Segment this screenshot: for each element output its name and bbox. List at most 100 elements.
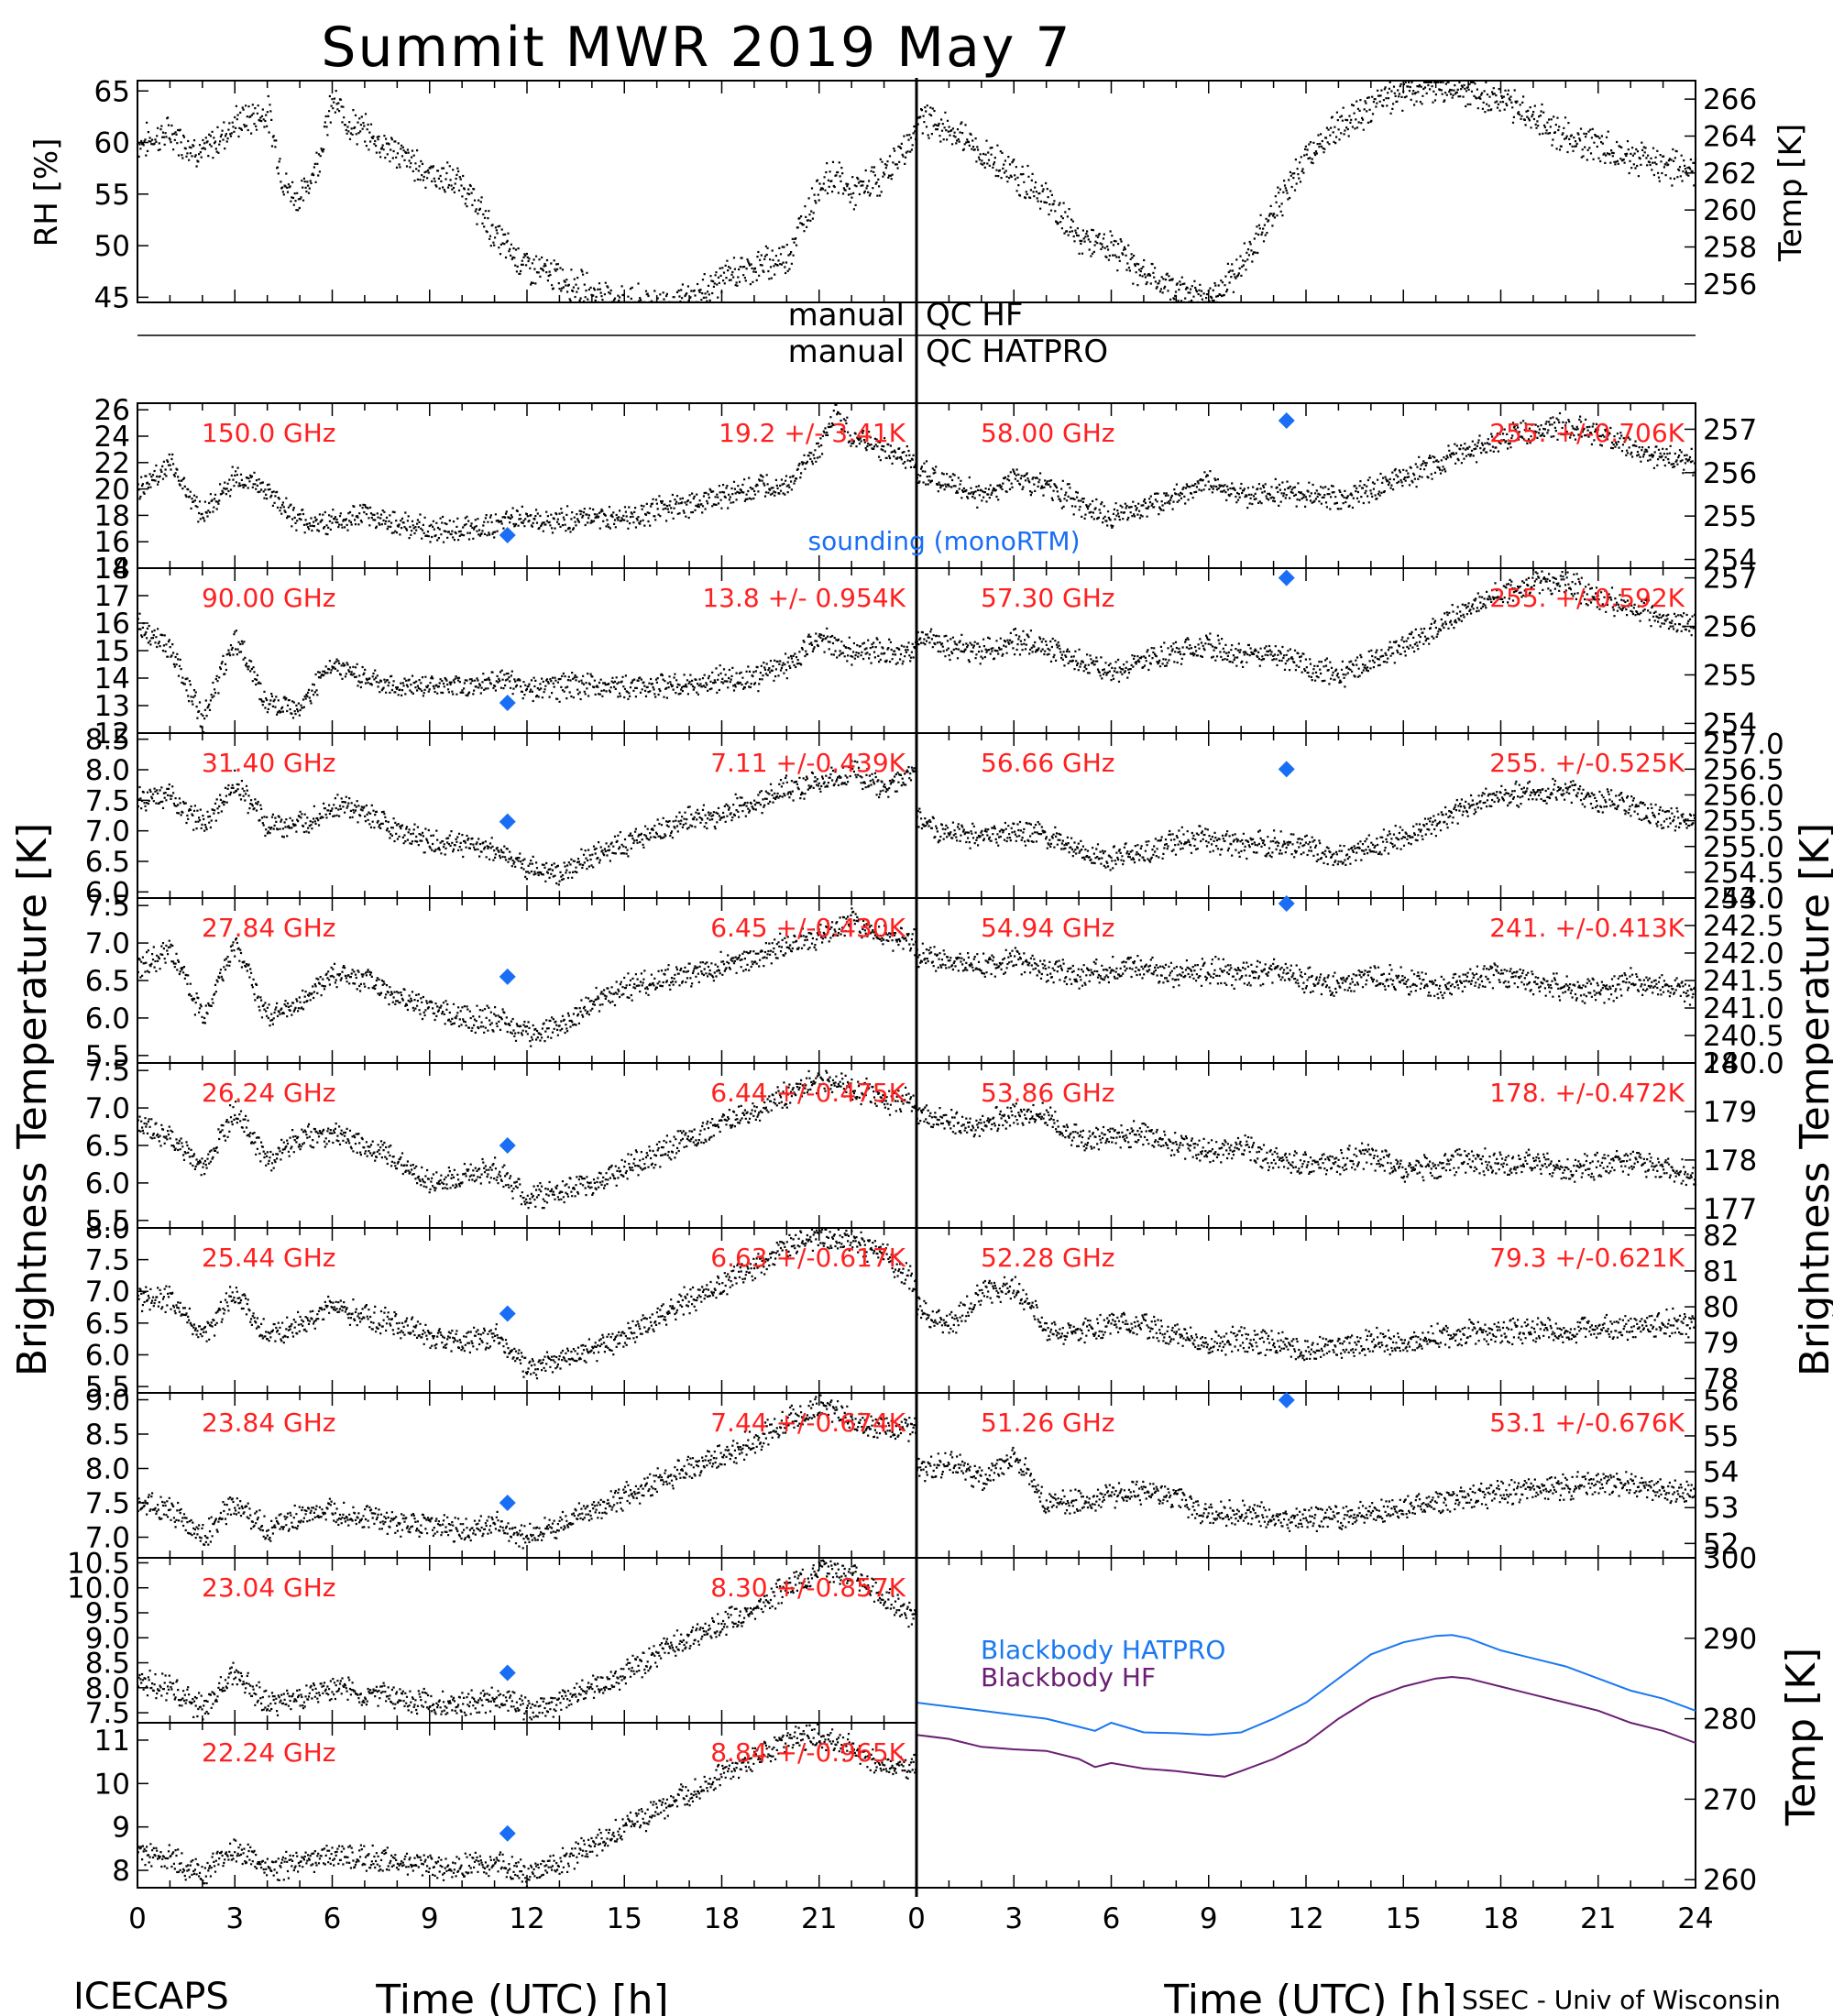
sounding-marker: [1278, 569, 1295, 586]
x-axis-label-right: Time (UTC) [h]: [1163, 1977, 1456, 2016]
y-tick-label: 81: [1703, 1255, 1739, 1288]
series-line-hatpro: [916, 1634, 1696, 1737]
y-tick-label: 16: [94, 526, 130, 559]
x-tick-label-left: 6: [324, 1902, 342, 1935]
y-tick-label: 10.0: [67, 1572, 130, 1605]
frequency-label: 150.0 GHz: [202, 418, 336, 448]
x-tick-label-right: 12: [1288, 1902, 1323, 1935]
y-tick-label: 7.5: [85, 1697, 130, 1730]
frequency-label: 56.66 GHz: [981, 748, 1115, 778]
measured-points: [916, 1446, 1697, 1532]
sounding-marker: [499, 1495, 516, 1511]
y-tick-label: 55: [1703, 1420, 1739, 1453]
x-tick-label-right: 9: [1200, 1902, 1218, 1935]
y-tick-label: 13: [94, 690, 130, 723]
y-tick-label: 10: [94, 1768, 130, 1801]
y-tick-label: 7.0: [85, 927, 130, 960]
stat-label: 255. +/-0.525K: [1489, 748, 1685, 778]
y-tick-label: 258: [1703, 232, 1757, 265]
panel-34: 177 178 179 180 53.86 GHz 178. +/-0.472K: [916, 1047, 1757, 1229]
x-tick-label-right: 15: [1386, 1902, 1421, 1935]
x-axis-label-left: Time (UTC) [h]: [375, 1977, 668, 2016]
y-tick-label: 256: [1703, 268, 1757, 301]
y-tick-label: 50: [94, 230, 130, 263]
panel-0: 45 50 55 60 65: [94, 75, 918, 314]
y-tick-label: 256: [1703, 457, 1757, 490]
x-tick-label-left: 15: [607, 1902, 642, 1935]
x-tick-label-right: 6: [1103, 1902, 1121, 1935]
frequency-label: 26.24 GHz: [202, 1078, 336, 1108]
y-tick-label: 24: [94, 421, 130, 454]
y-tick-label: 256: [1703, 611, 1757, 644]
y-tick-label: 14: [94, 663, 130, 696]
stat-label: 178. +/-0.472K: [1489, 1078, 1685, 1108]
y-tick-label: 260: [1703, 1864, 1757, 1897]
y-tick-label: 7.5: [85, 890, 130, 923]
stat-label: 255. +/-0.592K: [1489, 583, 1685, 613]
y-tick-label: 290: [1703, 1623, 1757, 1656]
measured-points: [916, 1101, 1697, 1187]
y-tick-label: 7.0: [85, 1276, 130, 1309]
y-axis-label-left: Brightness Temperature [K]: [9, 823, 56, 1376]
y-tick-label: 53: [1703, 1492, 1739, 1525]
y-tick-label: 22: [94, 447, 130, 480]
y-tick-label: 280: [1703, 1704, 1757, 1737]
measured-points: [916, 81, 1697, 303]
y-tick-label: 241.5: [1703, 965, 1784, 998]
x-tick-label-right: 3: [1004, 1902, 1023, 1935]
y-tick-label: 56: [1703, 1385, 1739, 1418]
y-tick-label: 8.5: [85, 1648, 130, 1681]
y-tick-label: 262: [1703, 158, 1757, 191]
measured-points: [137, 1069, 918, 1210]
y-tick-label: 6.5: [85, 1308, 130, 1341]
y-tick-label: 18: [94, 499, 130, 532]
y-tick-label: 78: [1703, 1363, 1739, 1396]
x-tick-label-right: 24: [1677, 1902, 1713, 1935]
y-tick-label: 257: [1703, 563, 1757, 596]
frequency-label: 51.26 GHz: [981, 1408, 1115, 1438]
y-tick-label: 20: [94, 474, 130, 507]
y-tick-label: 8: [112, 1855, 130, 1888]
frequency-label: 52.28 GHz: [981, 1243, 1115, 1273]
frequency-label: 53.86 GHz: [981, 1078, 1115, 1108]
y-tick-label: 6.0: [85, 876, 130, 909]
y-tick-label: 300: [1703, 1542, 1757, 1575]
x-tick-label-left: 18: [704, 1902, 740, 1935]
y-tick-label: 257.0: [1703, 728, 1784, 761]
series-line-hf: [916, 1675, 1696, 1778]
temp-axis-label: Temp [K]: [1773, 124, 1809, 262]
sounding-marker: [1278, 895, 1295, 912]
frequency-label: 57.30 GHz: [981, 583, 1115, 613]
y-tick-label: 241.0: [1703, 992, 1784, 1025]
footer-ssec: SSEC - Univ of Wisconsin: [1462, 1985, 1781, 2015]
sounding-marker: [499, 695, 516, 711]
stat-label: 7.44 +/-0.674K: [710, 1408, 906, 1438]
x-tick-label-right: 21: [1580, 1902, 1616, 1935]
y-tick-label: 10.5: [67, 1547, 130, 1580]
y-tick-label: 7.5: [85, 784, 130, 817]
y-tick-label: 80: [1703, 1291, 1739, 1324]
measured-points: [137, 1394, 918, 1550]
y-tick-label: 14: [94, 553, 130, 586]
measured-points: [137, 759, 918, 886]
y-tick-label: 254.5: [1703, 857, 1784, 890]
frequency-label: 27.84 GHz: [202, 913, 336, 943]
y-tick-label: 254: [1703, 544, 1757, 577]
stat-label: 19.2 +/- 3.41K: [719, 418, 906, 448]
y-tick-label: 12: [94, 718, 130, 751]
x-tick-label-left: 21: [801, 1902, 837, 1935]
y-tick-label: 6.5: [85, 1130, 130, 1163]
sounding-marker: [499, 1664, 516, 1682]
y-tick-label: 8.5: [85, 1419, 130, 1452]
frequency-label: 23.84 GHz: [202, 1408, 336, 1438]
y-tick-label: 5.5: [85, 1040, 130, 1073]
x-tick-label-left: 9: [421, 1902, 439, 1935]
y-tick-label: 264: [1703, 121, 1757, 154]
y-tick-label: 240.0: [1703, 1047, 1784, 1080]
y-tick-label: 45: [94, 281, 130, 314]
measured-points: [916, 411, 1697, 529]
y-tick-label: 60: [94, 127, 130, 160]
measured-points: [916, 777, 1697, 871]
